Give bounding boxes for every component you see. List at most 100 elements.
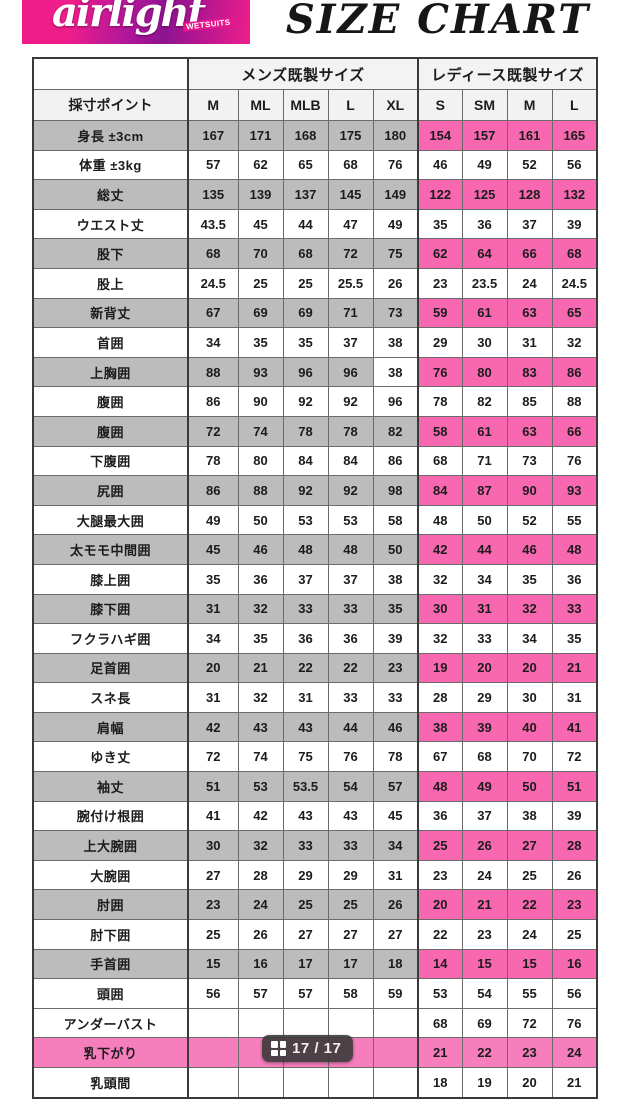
row-label: 腹囲 (32, 386, 189, 417)
cell-mens-mlb: 17 (282, 948, 329, 980)
cell-mens-mlb: 31 (282, 682, 329, 713)
cell-ladies-l: 35 (551, 623, 598, 654)
cell-ladies-s: 68 (417, 1007, 463, 1039)
cell-mens-m: 35 (187, 563, 239, 595)
cell-ladies-s: 20 (417, 889, 463, 921)
cell-mens-mlb: 43 (282, 800, 329, 832)
cell-mens-m: 72 (187, 415, 239, 447)
cell-ladies-sm: 157 (461, 120, 508, 151)
column-header-ladies-sm: SM (461, 89, 508, 121)
cell-mens-mlb: 92 (282, 386, 329, 417)
cell-ladies-s: 25 (417, 830, 463, 861)
cell-ladies-m: 27 (506, 830, 553, 861)
cell-ladies-l: 21 (551, 1066, 598, 1099)
cell-mens-m: 30 (187, 830, 239, 861)
cell-ladies-sm: 22 (461, 1037, 508, 1068)
cell-mens-ml: 74 (237, 741, 284, 773)
cell-mens-mlb: 75 (282, 741, 329, 773)
cell-mens-mlb: 69 (282, 297, 329, 329)
cell-mens-l: 44 (327, 711, 374, 743)
cell-ladies-m: 31 (506, 327, 553, 358)
cell-mens-xl (372, 1037, 419, 1068)
cell-ladies-m: 83 (506, 356, 553, 388)
table-row: 大腿最大囲 49 50 53 53 58 48 50 52 55 (32, 504, 598, 536)
cell-ladies-s: 23 (417, 267, 463, 299)
cell-mens-m: 49 (187, 504, 239, 536)
cell-ladies-l: 25 (551, 919, 598, 950)
row-label: 下腹囲 (32, 445, 189, 477)
table-row: 股上 24.5 25 25 25.5 26 23 23.5 24 24.5 (32, 267, 598, 299)
cell-mens-ml: 46 (237, 534, 284, 565)
cell-mens-m: 56 (187, 978, 239, 1009)
cell-mens-l: 33 (327, 593, 374, 625)
table-row: ゆき丈 72 74 75 76 78 67 68 70 72 (32, 741, 598, 773)
cell-ladies-s: 42 (417, 534, 463, 565)
cell-mens-mlb: 84 (282, 445, 329, 477)
cell-mens-m: 86 (187, 475, 239, 506)
cell-mens-m: 72 (187, 741, 239, 773)
cell-ladies-sm: 54 (461, 978, 508, 1009)
cell-ladies-m: 24 (506, 267, 553, 299)
row-label: 尻囲 (32, 475, 189, 506)
row-label: 袖丈 (32, 771, 189, 802)
cell-ladies-m: 30 (506, 682, 553, 713)
row-label: 身長 ±3cm (32, 120, 189, 151)
column-header-ladies-m: M (506, 89, 553, 121)
cell-mens-l: 48 (327, 534, 374, 565)
table-row: 肘下囲 25 26 27 27 27 22 23 24 25 (32, 919, 598, 950)
cell-mens-ml: 42 (237, 800, 284, 832)
cell-mens-l: 25 (327, 889, 374, 921)
cell-mens-l: 54 (327, 771, 374, 802)
cell-ladies-s: 32 (417, 623, 463, 654)
cell-ladies-m: 73 (506, 445, 553, 477)
cell-mens-ml: 32 (237, 682, 284, 713)
cell-ladies-l: 86 (551, 356, 598, 388)
cell-mens-xl: 23 (372, 652, 419, 684)
cell-mens-m: 20 (187, 652, 239, 684)
column-header-ladies-l: L (551, 89, 598, 121)
cell-ladies-s: 14 (417, 948, 463, 980)
cell-mens-m: 15 (187, 948, 239, 980)
cell-mens-m: 31 (187, 682, 239, 713)
cell-mens-xl: 38 (372, 563, 419, 595)
cell-mens-xl: 86 (372, 445, 419, 477)
cell-mens-ml: 57 (237, 978, 284, 1009)
column-header-measure-point: 採寸ポイント (32, 89, 189, 121)
row-label: 総丈 (32, 179, 189, 210)
cell-mens-xl: 39 (372, 623, 419, 654)
cell-ladies-m: 15 (506, 948, 553, 980)
cell-mens-m: 34 (187, 327, 239, 358)
cell-mens-mlb: 96 (282, 356, 329, 388)
cell-mens-m: 31 (187, 593, 239, 625)
cell-ladies-m: 38 (506, 800, 553, 832)
cell-mens-xl: 26 (372, 889, 419, 921)
cell-mens-xl: 34 (372, 830, 419, 861)
cell-mens-l: 72 (327, 238, 374, 269)
cell-mens-l: 76 (327, 741, 374, 773)
cell-mens-xl: 180 (372, 120, 419, 151)
cell-ladies-m: 55 (506, 978, 553, 1009)
cell-ladies-m: 20 (506, 1066, 553, 1099)
cell-ladies-s: 23 (417, 859, 463, 891)
table-row: 下腹囲 78 80 84 84 86 68 71 73 76 (32, 445, 598, 477)
cell-mens-ml: 69 (237, 297, 284, 329)
cell-ladies-l: 56 (551, 149, 598, 181)
cell-mens-l: 58 (327, 978, 374, 1009)
cell-mens-mlb: 27 (282, 919, 329, 950)
page-indicator[interactable]: 17 / 17 (262, 1035, 354, 1062)
row-label: 肘下囲 (32, 919, 189, 950)
cell-ladies-s: 35 (417, 208, 463, 240)
row-label: 上大腕囲 (32, 830, 189, 861)
row-label: 肩幅 (32, 711, 189, 743)
cell-ladies-sm: 19 (461, 1066, 508, 1099)
cell-mens-mlb: 43 (282, 711, 329, 743)
cell-mens-ml: 45 (237, 208, 284, 240)
table-row: フクラハギ囲 34 35 36 36 39 32 33 34 35 (32, 623, 598, 654)
cell-mens-mlb: 137 (282, 179, 329, 210)
cell-ladies-s: 21 (417, 1037, 463, 1068)
brand-logo: airlight WETSUITS (22, 0, 250, 44)
cell-ladies-m: 72 (506, 1007, 553, 1039)
row-label: 膝上囲 (32, 563, 189, 595)
table-row: 体重 ±3kg 57 62 65 68 76 46 49 52 56 (32, 149, 598, 181)
row-label: 腹囲 (32, 415, 189, 447)
